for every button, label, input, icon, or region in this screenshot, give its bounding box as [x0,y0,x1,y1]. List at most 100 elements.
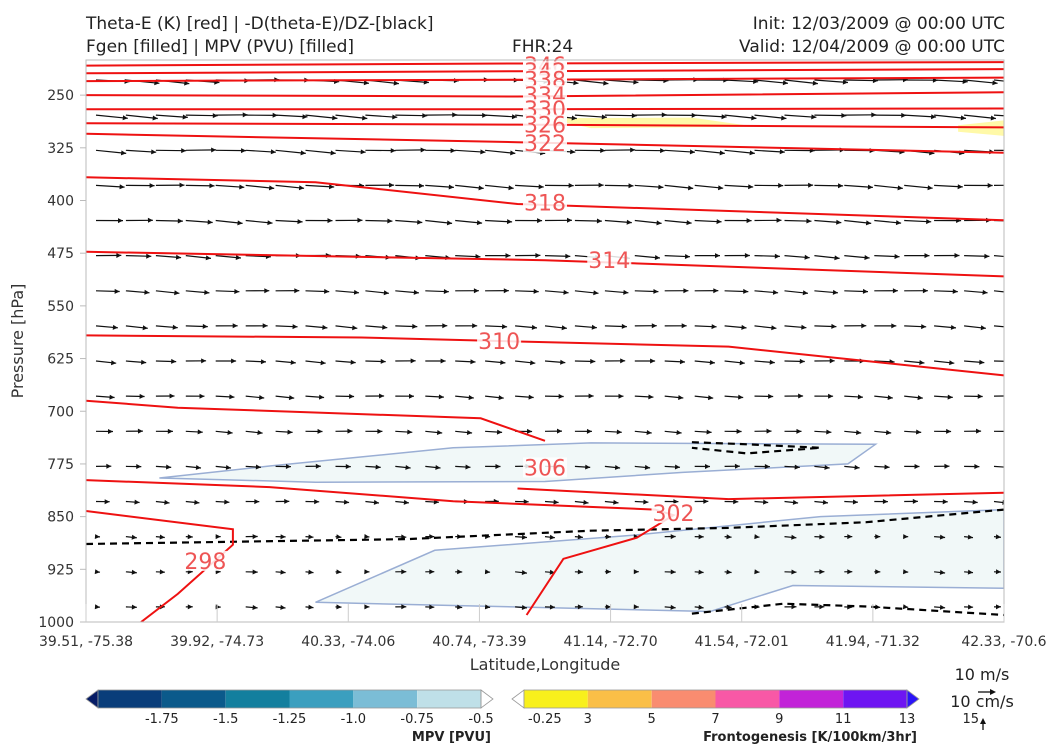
wind-arrowhead [972,499,978,505]
wind-arrowhead [743,288,749,294]
wind-arrowhead [949,360,955,366]
wind-arrowhead [987,183,993,188]
wind-arrowhead [476,220,483,226]
wind-arrowhead [327,218,333,224]
mpv-region-0 [159,442,878,483]
wind-arrowhead [393,80,399,86]
wind-arrowhead [875,569,881,575]
wind-arrowhead [590,358,596,364]
wind-arrowhead [857,394,863,400]
x-tick-label: 42.33, -70.6 [961,634,1046,650]
colorbar-tick-label: 13 [899,712,916,727]
wind-arrowhead [172,324,178,330]
wind-arrowhead [382,324,388,330]
wind-arrowhead [502,324,508,330]
wind-arrowhead [146,253,152,259]
wind-arrowhead [674,464,680,470]
wind-arrowhead [242,112,248,118]
wind-arrowhead [616,429,622,435]
wind-arrowhead [885,430,892,435]
wind-arrowhead [94,569,100,575]
ref-wind-horizontal-arrowhead [990,689,996,695]
wind-arrowhead [139,393,145,399]
wind-arrowhead [776,217,782,223]
init-time: Init: 12/03/2009 @ 00:00 UTC [752,14,1005,34]
wind-arrowhead [836,219,842,225]
wind-arrowhead [407,429,413,435]
y-tick-label: 775 [47,457,74,473]
theta-e-contour-338 [86,76,1004,83]
wind-arrowhead [211,147,217,153]
wind-arrowhead [409,393,414,399]
wind-arrowhead [766,428,772,434]
wind-arrowhead [561,325,567,331]
wind-arrowhead [204,289,210,295]
wind-arrowhead [1008,394,1013,399]
wind-arrowhead [588,393,594,399]
wind-arrowhead [352,325,358,331]
wind-arrowhead [557,428,562,434]
wind-arrowhead [438,394,444,400]
wind-arrowhead [149,183,155,189]
wind-arrowhead [297,219,303,225]
wind-arrowhead [631,113,637,119]
wind-arrowhead [733,499,739,505]
wind-arrowhead [405,465,411,470]
wind-arrowhead [715,253,720,259]
wind-arrow [964,114,996,120]
wind-arrowhead [565,253,571,259]
wind-arrowhead [796,428,802,434]
wind-arrowhead [764,464,770,469]
wind-arrowhead [591,324,597,330]
wind-arrowhead [152,115,158,121]
wind-arrowhead [336,534,342,540]
wind-arrowhead [264,288,270,294]
wind-arrowhead [336,604,342,610]
wind-arrowhead [480,149,486,155]
wind-arrowhead [241,148,247,154]
wind-arrowhead [171,358,177,364]
wind-arrowhead [921,324,927,330]
wind-arrowhead [980,325,986,331]
wind-arrowhead [419,183,424,189]
wind-arrow [993,255,1004,258]
wind-arrowhead [670,534,676,540]
wind-arrowhead [658,184,664,190]
wind-arrowhead [392,114,398,120]
wind-arrow [275,114,308,118]
wind-arrowhead [927,185,933,191]
colorbar-swatch [524,690,588,708]
wind-arrowhead [108,429,113,434]
wind-arrowhead [317,428,323,434]
wind-arrow [604,79,639,84]
wind-arrowhead [643,499,649,505]
wind-arrowhead [628,183,634,189]
wind-arrowhead [521,570,527,575]
wind-arrow [724,149,755,154]
wind-arrowhead [847,569,853,575]
wind-arrow [604,114,637,117]
wind-arrowhead [209,183,215,189]
wind-arrowhead [137,428,143,434]
wind-arrowhead [159,534,165,540]
wind-arrowhead [653,289,659,294]
wind-arrow [155,114,188,118]
wind-arrowhead [106,463,112,469]
wind-arrowhead [401,604,407,610]
wind-arrowhead [746,218,752,224]
wind-arrowhead [1012,290,1017,295]
wind-arrowhead [942,499,948,505]
title-line-1: Theta-E (K) [red] | -D(theta-E)/DZ-[blac… [86,14,434,34]
wind-arrow [574,114,607,118]
colorbar-tick-label: 3 [584,712,592,727]
wind-arrowhead [320,360,326,366]
wind-arrowhead [308,569,314,575]
wind-arrowhead [484,569,491,575]
wind-arrowhead [894,254,900,259]
wind-arrowhead [482,112,488,118]
wind-arrowhead [748,184,754,190]
wind-arrowhead [450,148,456,154]
wind-arrowhead [903,534,909,540]
wind-arrowhead [946,428,952,434]
wind-arrowhead [134,499,140,505]
